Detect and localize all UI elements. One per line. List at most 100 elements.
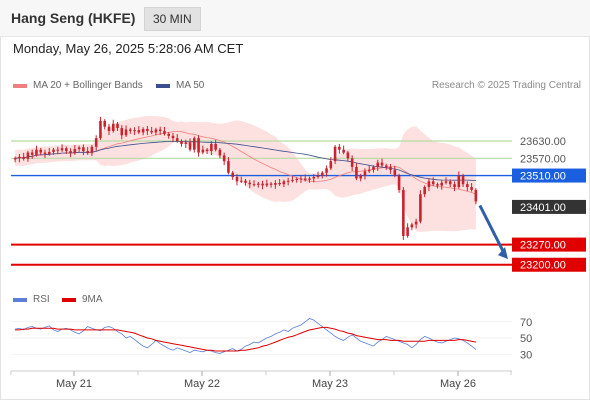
candle-body: [18, 156, 21, 159]
candle-body: [312, 176, 316, 179]
candle-body: [141, 128, 145, 133]
candle-body: [129, 129, 132, 131]
research-credit: Research © 2025 Trading Central: [431, 80, 581, 91]
candle-body: [107, 126, 111, 131]
ma9-swatch-icon: [62, 297, 76, 302]
candle-body: [380, 162, 384, 166]
candle-body: [65, 148, 68, 152]
legend-9ma: 9MA: [62, 294, 103, 305]
candle-body: [235, 176, 239, 182]
candle-body: [252, 184, 256, 186]
candle-body: [261, 183, 264, 186]
rsi-series-9ma: [15, 326, 476, 352]
level-label-1: 23570.00: [520, 153, 566, 165]
bollinger-band-area: [15, 116, 476, 232]
candle-body: [423, 187, 426, 195]
x-tick-label-3: May 26: [440, 378, 476, 390]
candle-body: [39, 149, 43, 153]
ma20-swatch-icon: [13, 83, 27, 88]
candle-body: [124, 129, 128, 136]
candle-body: [167, 133, 171, 136]
candle-body: [218, 149, 222, 156]
candle-body: [154, 129, 158, 133]
candle-body: [77, 147, 81, 150]
candle-body: [43, 152, 47, 154]
candle-body: [376, 162, 380, 167]
candle-body: [389, 166, 392, 170]
candle-body: [111, 123, 115, 131]
legend-ma50-label: MA 50: [176, 80, 205, 91]
candle-body: [86, 151, 89, 154]
instrument-title: Hang Seng (HKFE): [11, 10, 136, 26]
title-bar: Hang Seng (HKFE) 30 MIN: [0, 0, 590, 37]
candle-body: [35, 149, 38, 155]
candle-body: [265, 183, 269, 186]
candle-body: [342, 149, 345, 153]
legend-ma50: MA 50: [156, 80, 204, 91]
candle-body: [26, 152, 30, 159]
x-tick-label-0: May 21: [56, 378, 92, 390]
candle-body: [444, 181, 448, 183]
candle-body: [453, 184, 456, 188]
candle-body: [299, 178, 303, 180]
candle-body: [410, 224, 414, 228]
candle-body: [94, 138, 98, 147]
candle-body: [150, 130, 153, 133]
legend-ma20-label: MA 20 + Bollinger Bands: [33, 80, 143, 91]
candle-body: [13, 158, 17, 160]
candle-body: [431, 181, 435, 185]
candle-body: [436, 184, 439, 186]
candle-body: [231, 172, 235, 177]
candle-body: [99, 120, 102, 139]
candle-body: [367, 169, 371, 172]
candle-body: [214, 143, 217, 150]
level-tag-5: [512, 257, 586, 272]
candle-body: [227, 161, 230, 173]
candle-body: [286, 180, 290, 182]
rsi-swatch-icon: [13, 297, 27, 302]
candle-body: [427, 181, 431, 188]
candle-body: [355, 166, 358, 179]
candle-body: [295, 179, 298, 181]
candle-body: [350, 158, 354, 167]
candle-body: [291, 179, 294, 181]
candle-body: [363, 171, 367, 176]
candle-body: [47, 151, 51, 154]
candle-body: [384, 165, 388, 167]
timeframe-badge[interactable]: 30 MIN: [144, 7, 201, 31]
legend-ma20-bb: MA 20 + Bollinger Bands: [13, 80, 143, 91]
candle-body: [256, 183, 260, 185]
level-label-2: 23510.00: [520, 171, 566, 183]
candle-body: [175, 138, 179, 142]
candle-body: [333, 146, 337, 162]
level-label-3: 23401.00: [520, 202, 566, 214]
x-tick-label-1: May 22: [184, 378, 220, 390]
candle-body: [274, 183, 277, 185]
ma50-swatch-icon: [156, 83, 170, 88]
candle-body: [82, 147, 85, 152]
candle-body: [282, 181, 286, 185]
candle-body: [171, 135, 175, 139]
rsi-tick-70: 70: [520, 317, 532, 329]
candle-body: [163, 130, 166, 134]
candle-body: [474, 189, 478, 202]
candle-body: [201, 149, 205, 153]
candle-body: [448, 181, 452, 185]
candle-body: [60, 148, 64, 151]
candle-body: [103, 120, 107, 127]
level-tag-4: [512, 237, 586, 252]
forecast-arrow-head: [498, 247, 508, 260]
rsi-tick-30: 30: [520, 349, 532, 361]
candle-body: [239, 180, 243, 182]
candle-body: [440, 182, 444, 186]
candle-body: [320, 172, 324, 176]
rsi-series-rsi: [15, 318, 477, 354]
candle-body: [197, 138, 200, 153]
level-label-0: 23630.00: [520, 136, 566, 148]
candle-body: [406, 227, 409, 236]
candle-body: [359, 175, 362, 179]
candle-body: [56, 149, 60, 151]
candle-body: [210, 143, 213, 152]
candle-body: [269, 183, 273, 185]
